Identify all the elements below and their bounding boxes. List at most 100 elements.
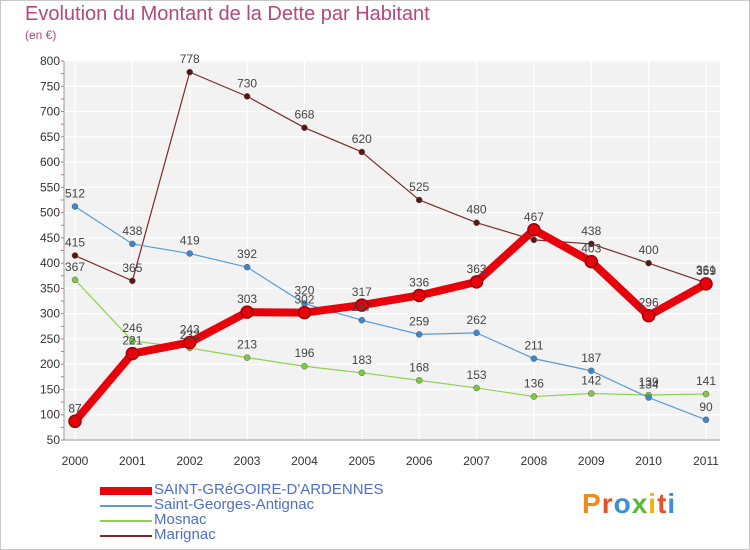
y-tick-label: 600: [40, 155, 60, 169]
data-point: [243, 263, 251, 271]
data-label: 730: [237, 76, 257, 90]
data-point: [588, 390, 595, 397]
legend-swatch: [100, 487, 152, 495]
data-point: [129, 240, 136, 248]
data-label: 262: [467, 313, 487, 327]
chart-title: Evolution du Montant de la Dette par Hab…: [25, 3, 430, 25]
x-tick-label: 2006: [406, 454, 433, 468]
data-label: 467: [524, 210, 544, 224]
data-label: 142: [581, 374, 601, 388]
data-label: 620: [352, 132, 372, 146]
data-point: [530, 355, 538, 362]
x-tick-label: 2005: [348, 454, 375, 468]
logo-letter: r: [601, 488, 614, 519]
x-tick-label: 2001: [119, 454, 146, 468]
data-point: [415, 377, 423, 384]
data-point: [641, 308, 656, 323]
data-label: 320: [294, 284, 314, 298]
data-label: 367: [65, 260, 85, 274]
data-point: [530, 236, 538, 244]
data-label: 287: [352, 300, 372, 314]
data-label: 153: [467, 368, 487, 382]
data-label: 419: [180, 234, 200, 248]
data-point: [473, 329, 480, 337]
data-point: [473, 219, 480, 226]
data-point: [645, 394, 652, 401]
y-tick-label: 200: [40, 357, 60, 371]
data-point: [243, 93, 251, 100]
data-point: [469, 275, 484, 289]
legend-swatch: [100, 505, 152, 507]
x-tick-label: 2004: [291, 454, 318, 468]
series-line: [74, 71, 707, 284]
data-label: 246: [122, 321, 142, 335]
data-point: [71, 203, 79, 210]
x-tick-label: 2003: [234, 454, 261, 468]
data-label: 403: [581, 242, 601, 256]
data-label: 438: [122, 224, 142, 238]
data-label: 365: [122, 261, 142, 275]
proxiti-logo: Proxiti: [582, 488, 676, 520]
data-label: 392: [237, 247, 257, 261]
data-label: 141: [696, 374, 716, 388]
data-point: [240, 305, 254, 319]
data-label: 232: [180, 328, 200, 342]
legend-label: Mosnac: [154, 511, 207, 528]
data-point: [186, 250, 193, 257]
y-tick-label: 300: [40, 307, 60, 321]
data-label: 136: [524, 377, 544, 391]
data-label: 302: [294, 293, 314, 307]
plot-area: [64, 61, 720, 440]
data-label: 183: [352, 353, 372, 367]
data-point: [588, 240, 595, 248]
logo-letter: o: [613, 488, 632, 519]
data-label: 512: [65, 187, 85, 201]
data-label: 359: [696, 264, 716, 278]
legend-swatch: [100, 520, 152, 522]
data-point: [297, 305, 312, 320]
x-tick-label: 2000: [62, 454, 89, 468]
data-label: 415: [65, 236, 85, 250]
logo-letter: x: [631, 488, 649, 519]
data-label: 259: [409, 314, 429, 328]
data-label: 134: [639, 378, 659, 392]
legend-label: Saint-Georges-Antignac: [154, 496, 315, 513]
data-point: [125, 346, 140, 361]
data-point: [588, 367, 595, 375]
data-label: 361: [696, 263, 716, 277]
data-label: 168: [409, 360, 429, 374]
y-tick-label: 350: [40, 281, 60, 295]
data-point: [412, 288, 426, 303]
data-point: [358, 148, 366, 156]
legend-label: SAINT-GRéGOIRE-D'ARDENNES: [154, 481, 384, 498]
x-tick-label: 2008: [521, 454, 548, 468]
y-tick-label: 100: [40, 408, 60, 422]
x-tick-label: 2002: [176, 454, 203, 468]
data-point: [702, 390, 710, 398]
data-point: [584, 254, 599, 269]
data-label: 303: [237, 292, 257, 306]
data-point: [473, 384, 480, 392]
data-point: [186, 68, 193, 76]
y-tick-label: 700: [40, 105, 60, 119]
data-label: 317: [352, 285, 372, 299]
data-label: 243: [180, 322, 200, 336]
data-point: [645, 259, 652, 267]
y-tick-label: 750: [40, 79, 60, 93]
data-point: [530, 393, 538, 400]
chart-subtitle: (en €): [25, 28, 57, 42]
data-point: [129, 277, 136, 285]
logo-letter: i: [648, 488, 658, 519]
data-point: [527, 223, 541, 237]
y-tick-label: 150: [40, 382, 60, 396]
legend-swatch: [100, 535, 152, 537]
logo-letter: i: [667, 488, 677, 519]
data-label: 336: [409, 275, 429, 289]
data-label: 139: [639, 375, 659, 389]
y-tick-label: 650: [40, 130, 60, 144]
y-tick-label: 250: [40, 332, 60, 346]
data-label: 438: [581, 224, 601, 238]
data-point: [71, 252, 79, 259]
data-label: 213: [237, 338, 257, 352]
data-label: 296: [639, 296, 659, 310]
